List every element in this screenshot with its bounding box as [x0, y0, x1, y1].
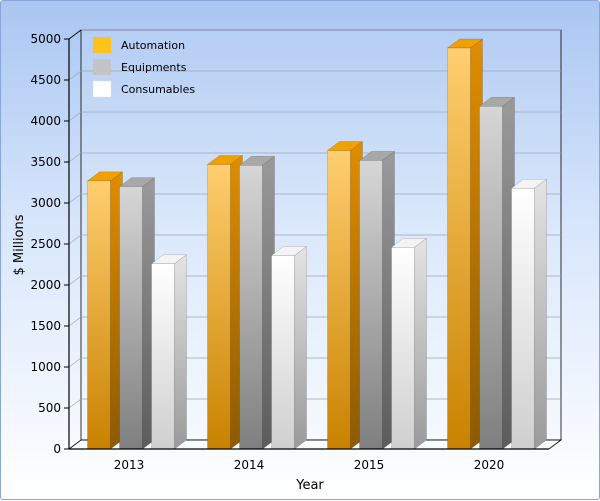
legend-label-equipments: Equipments — [121, 61, 187, 74]
y-tick-label: 5000 — [30, 32, 61, 46]
x-tick-label-2020: 2020 — [474, 458, 505, 472]
gridline-side — [68, 398, 82, 409]
gridline-side — [68, 275, 82, 286]
gridline-side — [68, 70, 82, 81]
legend: Automation Equipments Consumables — [92, 37, 195, 98]
y-tick-label: 2500 — [30, 237, 61, 251]
bar-front — [271, 255, 295, 450]
bar-automation-2015 — [326, 141, 364, 450]
bar-equipments-2020 — [478, 96, 516, 450]
bar-front — [359, 160, 383, 450]
legend-label-automation: Automation — [121, 39, 185, 52]
y-tick-label: 3500 — [30, 155, 61, 169]
bar-side — [174, 254, 187, 450]
axes: 0 500 1000 1500 2000 2500 3000 3500 4000 4500 5000… — [30, 29, 549, 472]
x-axis-title: Year — [295, 478, 324, 493]
bar-automation-2014 — [206, 154, 244, 450]
legend-swatch-equipments — [93, 59, 111, 75]
bar-side — [294, 245, 307, 450]
bar-front — [87, 180, 111, 450]
y-axis-title: $ Millions — [12, 214, 27, 275]
bar-side — [534, 178, 547, 450]
legend-swatch-consumables — [92, 80, 112, 98]
bar-equipments-2014 — [238, 155, 276, 450]
bar-equipments-2015 — [358, 150, 396, 450]
bar-equipments-2013 — [118, 177, 156, 450]
bar-front — [151, 263, 175, 450]
bar-front — [479, 105, 503, 450]
bar-front — [239, 165, 263, 450]
bar-front — [327, 150, 351, 450]
legend-label-consumables: Consumables — [121, 83, 195, 96]
bar-front — [207, 164, 231, 450]
bar-automation-2020 — [446, 38, 484, 450]
y-tick-label: 1000 — [30, 360, 61, 374]
bars — [86, 38, 548, 450]
x-tick-label-2014: 2014 — [234, 458, 265, 472]
bar-front — [391, 247, 415, 450]
bar-front — [447, 47, 471, 450]
y-tick-label: 1500 — [30, 319, 61, 333]
y-tick-label: 500 — [38, 401, 61, 415]
bar-consumables-2014 — [270, 245, 308, 450]
bar-consumables-2020 — [510, 178, 548, 450]
y-tick-label: 3000 — [30, 196, 61, 210]
bar-front — [119, 186, 143, 450]
gridline-side — [68, 193, 82, 204]
y-tick-label: 4500 — [30, 73, 61, 87]
gridline-side — [68, 234, 82, 245]
gridline-side — [68, 357, 82, 368]
axis-depth-edge — [68, 29, 82, 40]
legend-swatch-automation — [93, 37, 111, 53]
gridline-side — [68, 316, 82, 327]
x-tick-label-2015: 2015 — [354, 458, 385, 472]
bar-consumables-2013 — [150, 254, 188, 450]
bar-automation-2013 — [86, 171, 124, 450]
gridline-side — [68, 111, 82, 122]
bar-side — [414, 237, 427, 450]
y-tick-label: 0 — [53, 442, 61, 456]
bar-consumables-2015 — [390, 237, 428, 450]
bar-front — [511, 187, 535, 450]
y-tick-label: 2000 — [30, 278, 61, 292]
gridline-side — [68, 152, 82, 163]
x-tick-label-2013: 2013 — [114, 458, 145, 472]
y-tick-label: 4000 — [30, 114, 61, 128]
